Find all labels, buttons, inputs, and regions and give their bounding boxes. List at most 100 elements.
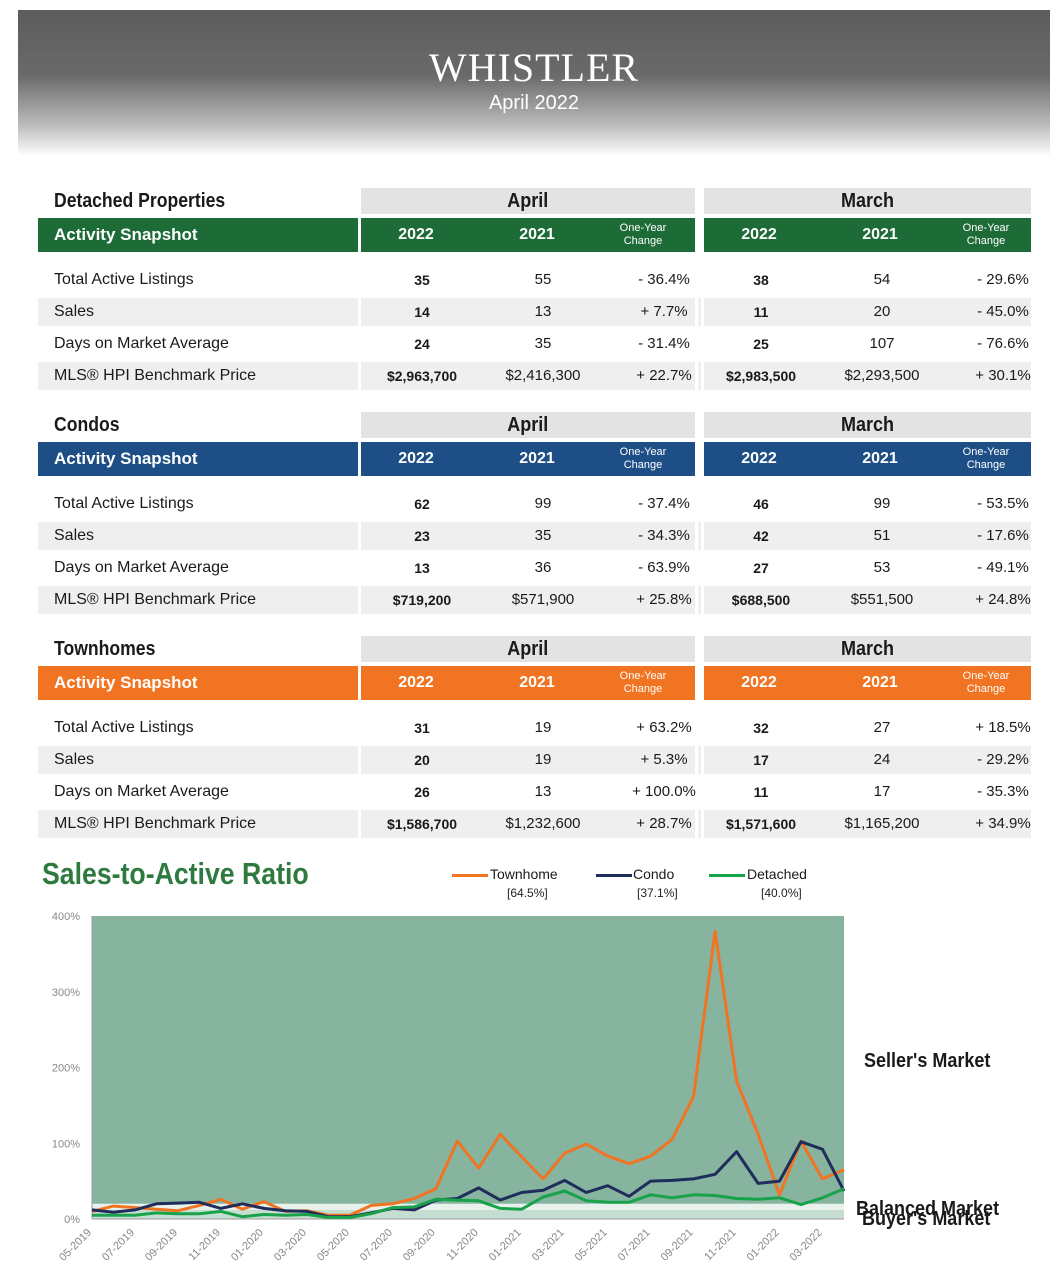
year-current: 2022 <box>398 674 434 691</box>
legend-townhome-swatch <box>452 874 488 877</box>
legend-detached-swatch <box>709 874 745 877</box>
cell-mar-change: - 29.2% <box>977 751 1029 768</box>
change-header: One-Year Change <box>946 670 1026 696</box>
y-tick-label: 100% <box>52 1138 80 1150</box>
year-prior: 2021 <box>519 674 555 691</box>
cell-apr-2022: $1,586,700 <box>386 816 458 832</box>
cell-mar-2022: 25 <box>753 336 769 352</box>
x-tick-label: 07-2021 <box>616 1227 653 1264</box>
cell-mar-change: + 24.8% <box>975 591 1031 608</box>
report-header: WHISTLER April 2022 <box>18 10 1050 156</box>
cell-apr-2021: 13 <box>534 303 552 320</box>
x-tick-label: 11-2020 <box>444 1227 480 1263</box>
cell-mar-change: - 29.6% <box>977 271 1029 288</box>
cell-mar-change: - 17.6% <box>977 527 1029 544</box>
change-header: One-Year Change <box>946 222 1026 248</box>
month-prior-label: March <box>840 638 895 660</box>
year-header-apr: 2022 2021 One-Year Change <box>361 666 695 700</box>
y-tick-label: 300% <box>52 987 80 999</box>
year-current: 2022 <box>398 226 434 243</box>
year-header-apr: 2022 2021 One-Year Change <box>361 218 695 252</box>
row-label: Total Active Listings <box>54 719 194 736</box>
series-line-townhome <box>91 929 845 1217</box>
table-row: Total Active Listings 35 55 - 36.4% 38 5… <box>38 266 1031 294</box>
cell-mar-change: + 30.1% <box>975 367 1031 384</box>
x-tick-label: 03-2021 <box>530 1227 567 1264</box>
year-header-mar: 2022 2021 One-Year Change <box>704 442 1031 476</box>
month-prior-label: March <box>840 190 895 212</box>
cell-mar-2021: 20 <box>873 303 891 320</box>
cell-mar-2022: 38 <box>753 272 769 288</box>
month-prior-label: March <box>840 414 895 436</box>
cell-apr-2021: 55 <box>534 271 552 288</box>
x-tick-label: 09-2019 <box>143 1227 180 1264</box>
cell-mar-2022: 27 <box>753 560 769 576</box>
row-label: Days on Market Average <box>54 559 229 576</box>
change-line2: Change <box>623 683 663 695</box>
table-row: Sales 20 19 + 5.3% 17 24 - 29.2% <box>38 746 1031 774</box>
year-current: 2022 <box>741 450 777 467</box>
cell-apr-2022: 20 <box>414 752 430 768</box>
report-subtitle: April 2022 <box>488 92 580 114</box>
table-row: MLS® HPI Benchmark Price $719,200 $571,9… <box>38 586 1031 614</box>
row-label: Days on Market Average <box>54 335 229 352</box>
month-header-current: April <box>361 636 695 662</box>
cell-mar-2022: $1,571,600 <box>725 816 797 832</box>
year-current: 2022 <box>398 450 434 467</box>
cell-apr-2021: 99 <box>534 495 552 512</box>
x-tick-label: 11-2019 <box>187 1227 223 1263</box>
change-line2: Change <box>966 235 1006 247</box>
cell-apr-2021: 13 <box>534 783 552 800</box>
section-title: Townhomes <box>54 638 156 660</box>
cell-apr-change: + 28.7% <box>636 815 692 832</box>
x-tick-label: 05-2020 <box>315 1227 352 1264</box>
legend-detached: Detached <box>747 866 807 882</box>
change-line1: One-Year <box>962 222 1010 234</box>
cell-apr-change: - 37.4% <box>638 495 690 512</box>
y-tick-label: 0% <box>64 1214 80 1226</box>
x-tick-label: 05-2019 <box>57 1227 94 1264</box>
cell-mar-2022: 11 <box>753 784 769 800</box>
band-buyer-s-market <box>92 1209 844 1219</box>
cell-apr-2021: $571,900 <box>511 591 575 608</box>
chart-title: Sales-to-Active Ratio <box>42 856 309 891</box>
y-tick-label: 400% <box>52 911 80 923</box>
legend-townhome-value: [64.5%] <box>507 886 548 900</box>
cell-mar-2021: $1,165,200 <box>844 815 920 832</box>
month-current-label: April <box>507 190 549 212</box>
cell-apr-change: + 100.0% <box>632 783 696 800</box>
cell-apr-2022: $2,963,700 <box>386 368 458 384</box>
change-header: One-Year Change <box>603 446 683 472</box>
cell-apr-2021: 19 <box>534 751 552 768</box>
cell-mar-2021: 24 <box>873 751 891 768</box>
change-line1: One-Year <box>619 446 667 458</box>
cell-apr-2021: $2,416,300 <box>505 367 581 384</box>
x-tick-label: 01-2021 <box>487 1227 524 1264</box>
change-line2: Change <box>623 235 663 247</box>
snapshot-bar: Activity Snapshot <box>38 218 358 252</box>
table-row: Days on Market Average 26 13 + 100.0% 11… <box>38 778 1031 806</box>
cell-mar-change: + 34.9% <box>975 815 1031 832</box>
table-row: Sales 14 13 + 7.7% 11 20 - 45.0% <box>38 298 1031 326</box>
cell-apr-2022: 14 <box>414 304 430 320</box>
change-line2: Change <box>966 683 1006 695</box>
change-header: One-Year Change <box>603 222 683 248</box>
cell-mar-2022: 46 <box>753 496 769 512</box>
x-tick-label: 05-2021 <box>573 1227 610 1264</box>
cell-mar-2021: $551,500 <box>850 591 914 608</box>
x-tick-label: 07-2019 <box>100 1227 137 1264</box>
report-title: WHISTLER <box>428 45 640 90</box>
table-row: Total Active Listings 62 99 - 37.4% 46 9… <box>38 490 1031 518</box>
band-seller-s-market <box>92 916 844 1204</box>
cell-apr-change: - 36.4% <box>638 271 690 288</box>
cell-apr-2021: $1,232,600 <box>505 815 581 832</box>
cell-mar-2021: $2,293,500 <box>844 367 920 384</box>
cell-mar-2021: 27 <box>873 719 891 736</box>
series-line-detached <box>92 1187 845 1219</box>
cell-mar-change: - 53.5% <box>977 495 1029 512</box>
section-title: Detached Properties <box>54 190 226 212</box>
table-row: Days on Market Average 13 36 - 63.9% 27 … <box>38 554 1031 582</box>
cell-mar-change: - 49.1% <box>977 559 1029 576</box>
year-prior: 2021 <box>862 226 898 243</box>
cell-mar-2022: 11 <box>753 304 769 320</box>
